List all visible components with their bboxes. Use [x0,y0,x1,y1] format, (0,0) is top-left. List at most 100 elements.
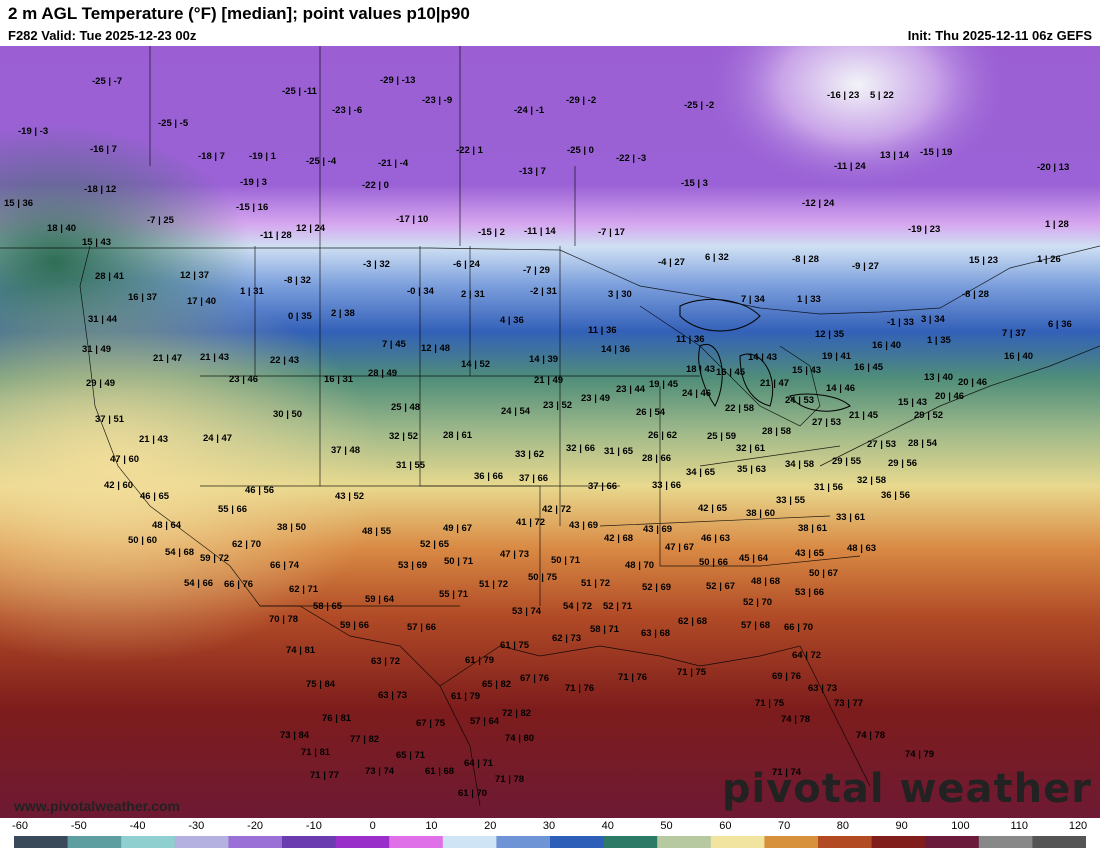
colorbar-tick: 30 [542,820,556,832]
colorbar-tick: 20 [484,820,497,832]
point-value: 32 | 66 [566,443,596,454]
point-value: 15 | 43 [792,365,822,376]
point-value: 50 | 66 [699,557,729,568]
point-value: 16 | 40 [872,340,902,351]
point-value: 55 | 71 [439,589,469,600]
colorbar-swatch [121,836,176,848]
point-value: 50 | 71 [444,556,474,567]
point-value: -4 | 27 [658,257,685,268]
point-value: 14 | 39 [529,354,559,365]
point-value: -7 | 25 [147,215,174,226]
colorbar-swatch [925,836,980,848]
point-value: 21 | 45 [849,410,879,421]
point-value: 66 | 74 [270,560,300,571]
point-value: 15 | 36 [4,198,34,209]
point-value: 7 | 34 [741,294,765,305]
point-value: 52 | 67 [706,581,736,592]
point-value: 67 | 75 [416,718,446,729]
point-value: 32 | 58 [857,475,887,486]
point-value: 24 | 54 [501,406,531,417]
point-value: -19 | 3 [240,177,267,188]
point-value: 74 | 79 [905,749,935,760]
colorbar-tick: 70 [777,820,791,832]
colorbar-tick: -60 [12,820,28,832]
point-value: 58 | 65 [313,601,343,612]
point-value: 26 | 54 [636,407,666,418]
point-value: 28 | 49 [368,368,398,379]
point-value: 69 | 76 [772,671,802,682]
colorbar-tick: -40 [129,820,146,832]
watermark: pivotal weather [721,766,1092,812]
point-value: 31 | 49 [82,344,112,355]
point-value: 43 | 52 [335,491,365,502]
colorbar-swatch [496,836,551,848]
point-value: 51 | 72 [479,579,509,590]
point-value: 59 | 72 [200,553,230,564]
point-value: 71 | 74 [772,767,802,778]
point-value: 63 | 73 [808,683,838,694]
point-value: 45 | 64 [739,553,769,564]
point-value: -9 | 27 [852,261,879,272]
point-value: 50 | 75 [528,572,558,583]
point-value: 61 | 79 [451,691,481,702]
point-value: 32 | 52 [389,431,419,442]
point-value: 1 | 35 [927,335,951,346]
point-value: 75 | 84 [306,679,336,690]
point-value: 57 | 66 [407,622,437,633]
point-value: 23 | 44 [616,384,646,395]
point-value: -25 | 0 [567,145,594,156]
point-value: 73 | 74 [365,766,395,777]
point-value: 71 | 75 [677,667,707,678]
point-value: 25 | 48 [391,402,421,413]
point-value: 3 | 30 [608,289,632,300]
point-value: 28 | 54 [908,438,938,449]
point-value: 52 | 65 [420,539,450,550]
point-value: 22 | 43 [270,355,300,366]
point-value: 63 | 72 [371,656,401,667]
point-value: 71 | 75 [755,698,785,709]
source-url[interactable]: www.pivotalweather.com [14,798,180,814]
point-value: 28 | 41 [95,271,125,282]
point-value: 57 | 68 [741,620,771,631]
colorbar-tick: 10 [425,820,438,832]
point-value: 46 | 65 [140,491,170,502]
point-value: 46 | 56 [245,485,275,496]
point-value: 6 | 32 [705,252,729,263]
point-value: 35 | 63 [737,464,767,475]
point-value: 48 | 63 [847,543,877,554]
point-value: 14 | 36 [601,344,631,355]
point-value: 15 | 43 [898,397,928,408]
point-value: 55 | 66 [218,504,248,515]
header: 2 m AGL Temperature (°F) [median]; point… [0,0,1100,46]
point-value: 33 | 66 [652,480,682,491]
point-value: 21 | 49 [534,375,564,386]
point-value: 1 | 33 [797,294,821,305]
colorbar-tick: 40 [601,820,614,832]
temperature-map[interactable]: -25 | -7 -25 | -11 -29 | -13 -23 | -9 -24 | … [0,46,1100,818]
colorbar-swatch [389,836,444,848]
colorbar-swatch [335,836,390,848]
point-value: 34 | 65 [686,467,716,478]
init-time: Init: Thu 2025-12-11 06z GEFS [907,28,1092,43]
point-value: 21 | 43 [139,434,169,445]
colorbar-tick: 120 [1068,820,1088,832]
point-value: 31 | 44 [88,314,118,325]
point-value: 37 | 51 [95,414,125,425]
colorbar-swatch [710,836,765,848]
point-value: 61 | 79 [465,655,495,666]
point-value: 71 | 81 [301,747,331,758]
point-value: 7 | 37 [1002,328,1026,339]
point-value: 12 | 48 [421,343,451,354]
colorbar-tick: 90 [895,820,908,832]
point-value: 71 | 76 [618,672,648,683]
point-value: 11 | 36 [588,325,617,336]
map-title: 2 m AGL Temperature (°F) [median]; point… [8,4,470,23]
point-value: -25 | -4 [306,156,337,167]
point-value: 28 | 58 [762,426,792,437]
point-value: -15 | 16 [236,202,269,213]
point-value: 31 | 65 [604,446,634,457]
point-value: 48 | 55 [362,526,392,537]
point-value: 25 | 59 [707,431,737,442]
point-value: -25 | -5 [158,118,189,129]
point-value: 70 | 78 [269,614,299,625]
